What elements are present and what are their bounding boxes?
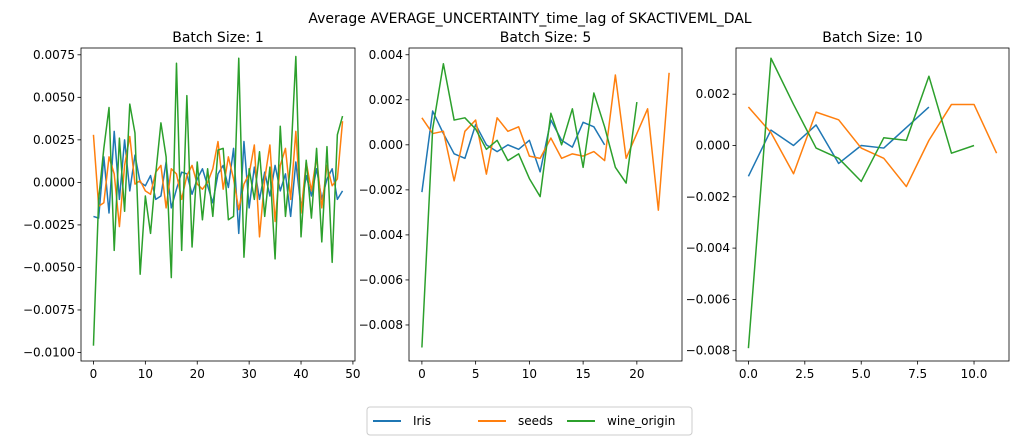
x-tick-label: 0	[418, 367, 426, 381]
legend-label-seeds: seeds	[518, 414, 553, 428]
y-tick-label: −0.006	[686, 292, 730, 306]
subplot-3: Batch Size: 10 0.0 2.5 5.0 7.5 10.0 −0.008 −0.0…	[686, 30, 1010, 381]
x-tick-label: 15	[575, 367, 590, 381]
x-tick-label: 40	[293, 367, 308, 381]
series-group	[421, 63, 670, 348]
x-tick-label: 50	[345, 367, 360, 381]
legend-frame	[366, 406, 693, 436]
y-tick-label: −0.006	[359, 273, 403, 287]
series-line-wine-origin	[92, 55, 344, 346]
series-line-iris	[747, 106, 930, 177]
series-line-wine-origin	[747, 57, 975, 349]
legend: Iris seeds wine_origin	[366, 406, 693, 436]
x-tick-label: 10	[138, 367, 153, 381]
subplot-title: Batch Size: 5	[500, 30, 592, 46]
x-tick-label: 7.5	[908, 367, 927, 381]
subplot-2: Batch Size: 5 0 5 10 15 20 −0.008 −0.006 −0.004 −…	[359, 30, 683, 381]
x-tick-label: 10	[522, 367, 537, 381]
subplot-title: Batch Size: 1	[172, 30, 264, 46]
y-tick-label: −0.002	[359, 183, 403, 197]
subplot-title: Batch Size: 10	[822, 30, 922, 46]
y-tick-label: 0.002	[369, 93, 403, 107]
y-tick-label: −0.004	[686, 241, 730, 255]
y-tick-label: 0.0025	[33, 133, 75, 147]
y-tick-label: −0.0100	[23, 345, 75, 359]
x-tick-label: 5	[472, 367, 480, 381]
y-tick-label: 0.0000	[33, 175, 75, 189]
y-tick-label: 0.004	[369, 48, 403, 62]
y-tick-label: −0.008	[359, 318, 403, 332]
y-tick-label: −0.008	[686, 344, 730, 358]
x-tick-label: 20	[190, 367, 205, 381]
subplots: Batch Size: 10 10 20 30 40 50−0.0100−0.0075−0…	[23, 30, 1010, 381]
figure-title: Average AVERAGE_UNCERTAINTY_time_lag of …	[308, 11, 751, 27]
series-line-wine-origin	[421, 63, 638, 348]
y-tick-label: −0.0050	[23, 260, 75, 274]
y-tick-label: 0.000	[369, 138, 403, 152]
y-tick-label: 0.0050	[33, 90, 75, 104]
y-tick-label: 0.0075	[33, 48, 75, 62]
y-tick-label: −0.004	[359, 228, 403, 242]
y-tick-label: 0.000	[696, 138, 730, 152]
legend-label-iris: Iris	[413, 414, 431, 428]
x-tick-label: 5.0	[852, 367, 871, 381]
series-line-seeds	[421, 72, 670, 211]
y-tick-label: 0.002	[696, 87, 730, 101]
y-tick-label: −0.0025	[23, 218, 75, 232]
x-tick-label: 10.0	[961, 367, 988, 381]
series-line-seeds	[747, 103, 998, 188]
axes-frame	[735, 47, 1010, 362]
axes-frame	[408, 47, 683, 362]
series-group	[747, 57, 998, 349]
subplot-1: Batch Size: 1 0 10 20 30 40 50 −0.0100 −0.0075 −0…	[23, 30, 361, 381]
x-tick-label: 0.0	[739, 367, 758, 381]
axes-frame	[80, 47, 356, 362]
x-tick-label: 0	[90, 367, 98, 381]
series-group	[92, 55, 344, 346]
legend-label-wine-origin: wine_origin	[607, 414, 675, 428]
x-tick-label: 2.5	[795, 367, 814, 381]
y-tick-label: −0.0075	[23, 303, 75, 317]
x-tick-label: 20	[629, 367, 644, 381]
x-tick-label: 30	[241, 367, 256, 381]
y-tick-label: −0.002	[686, 190, 730, 204]
series-line-iris	[421, 110, 606, 193]
